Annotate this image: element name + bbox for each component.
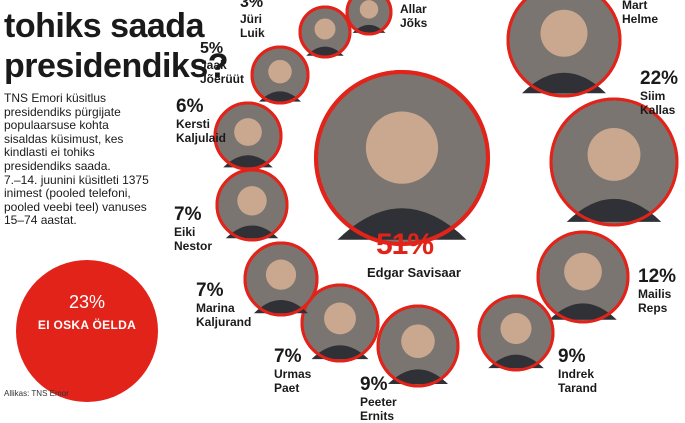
portrait-shoulders: [337, 208, 467, 240]
candidate-bubble-marina-kaljurand: [243, 241, 319, 317]
candidate-ring-edge: [506, 0, 622, 98]
portrait-shoulders: [259, 91, 301, 102]
candidate-label-marina-kaljurand: 7% Marina Kaljurand: [196, 280, 251, 329]
intro-paragraph-2: 7.–14. juunini küsitleti 1375 inimest (p…: [4, 172, 149, 228]
candidate-name: Indrek Tarand: [558, 367, 598, 395]
candidate-ring-edge: [536, 230, 630, 324]
candidate-bubble-mailis-reps: [536, 230, 630, 324]
candidate-name: Allar Jõks: [400, 2, 428, 30]
candidate-bubble-siim-kallas: [549, 97, 679, 227]
portrait-shoulders: [311, 345, 369, 360]
candidate-ring-edge: [549, 97, 679, 227]
portrait-face: [365, 111, 439, 184]
candidate-name: Siim Kallas: [640, 89, 676, 117]
dont-know-label: EI OSKA ÖELDA: [37, 318, 137, 332]
candidate-label-mailis-reps: 12% Mailis Reps: [638, 266, 676, 315]
candidate-ring: [213, 0, 679, 388]
portrait-face: [359, 0, 379, 19]
candidate-label-allar-joks: Allar Jõks: [400, 2, 427, 30]
portrait-shoulders: [522, 72, 606, 94]
candidate-name: Jüri Luik: [240, 12, 265, 40]
source-credit: Allikas: TNS Emor: [4, 389, 69, 398]
candidate-label-peeter-ernits: 9% Peeter Ernits: [360, 374, 397, 423]
portrait-face: [237, 186, 267, 216]
candidate-ring-edge: [345, 0, 393, 36]
headline-line-1: tohiks saada: [4, 7, 204, 45]
candidate-name: Peeter Ernits: [360, 395, 397, 423]
candidate-ring-edge: [477, 294, 555, 372]
candidate-bubble-allar-joks: [345, 0, 393, 36]
portrait-face: [265, 259, 297, 290]
candidate-bubble-kersti-kaljulaid: [213, 101, 283, 171]
candidate-bubble-jaak-joeruut: [250, 45, 310, 105]
portrait-shoulders: [388, 369, 448, 384]
portrait-shoulders: [488, 354, 544, 369]
candidate-bubble-peeter-ernits: [376, 304, 460, 388]
candidate-ring-edge: [298, 5, 352, 59]
candidate-bubble-juri-luik: [298, 5, 352, 59]
headline-line-2: presidendiks?: [4, 47, 229, 85]
portrait-face: [268, 59, 292, 84]
candidate-ring-edge: [376, 304, 460, 388]
portrait-face: [314, 18, 336, 40]
intro-text: TNS Emori küsitlus presidendiks pürgijat…: [4, 91, 154, 228]
candidate-name: Mart Helme: [622, 0, 659, 26]
portrait-face: [234, 118, 262, 146]
candidate-label-mart-helme: Mart Helme: [622, 0, 658, 26]
candidate-name: Kersti Kaljulaid: [176, 117, 227, 145]
candidate-percent: 5%: [200, 40, 224, 57]
candidate-ring-edge: [314, 70, 490, 246]
candidate-percent: 6%: [176, 96, 204, 117]
candidate-percent: 9%: [360, 374, 388, 395]
intro-paragraph-1: TNS Emori küsitlus presidendiks pürgijat…: [4, 91, 124, 173]
portrait-shoulders: [549, 303, 617, 320]
portrait-shoulders: [566, 198, 662, 222]
portrait-shoulders: [223, 155, 273, 168]
candidate-percent: 12%: [638, 266, 677, 287]
candidate-name: Urmas Paet: [274, 367, 312, 395]
candidate-bubble-urmas-paet: [300, 283, 380, 363]
candidate-label-juri-luik: 3% Jüri Luik: [240, 0, 265, 40]
center-candidate-name: Edgar Savisaar: [367, 265, 461, 280]
portrait-shoulders: [254, 300, 308, 314]
portrait-face: [564, 252, 602, 291]
candidate-label-indrek-tarand: 9% Indrek Tarand: [558, 346, 597, 395]
candidate-percent: 9%: [558, 346, 586, 367]
candidate-label-urmas-paet: 7% Urmas Paet: [274, 346, 311, 395]
center-candidate-percent: 51%: [376, 228, 434, 261]
candidate-name: Jaak Jõerüüt: [200, 58, 245, 86]
candidate-percent: 3%: [240, 0, 264, 11]
candidate-bubble-indrek-tarand: [477, 294, 555, 372]
candidate-percent: 7%: [274, 346, 302, 367]
portrait-face: [540, 9, 588, 57]
portrait-shoulders: [306, 46, 344, 56]
candidate-bubble-edgar-savisaar: [314, 70, 490, 246]
dont-know-percent: 23%: [68, 292, 106, 312]
candidate-label-siim-kallas: 22% Siim Kallas: [640, 68, 678, 117]
candidate-bubble-eiki-nestor: [215, 168, 289, 242]
candidate-name: Mailis Reps: [638, 287, 672, 315]
candidate-ring-edge: [300, 283, 380, 363]
candidate-name: Marina Kaljurand: [196, 301, 252, 329]
candidate-percent: 7%: [174, 204, 202, 225]
candidate-ring-edge: [243, 241, 319, 317]
candidate-label-jaak-joeruut: 5% Jaak Jõerüüt: [200, 40, 244, 86]
candidate-label-eiki-nestor: 7% Eiki Nestor: [174, 204, 212, 253]
portrait-face: [324, 302, 356, 335]
portrait-face: [401, 324, 435, 359]
candidate-ring-edge: [250, 45, 310, 105]
portrait-face: [587, 127, 641, 181]
candidate-percent: 7%: [196, 280, 224, 301]
candidate-percent: 22%: [640, 68, 679, 89]
headline: tohiks saada presidendiks?: [4, 6, 229, 86]
dont-know-circle: 23% EI OSKA ÖELDA: [16, 260, 158, 402]
candidate-ring-edge: [213, 101, 283, 171]
candidate-name: Eiki Nestor: [174, 225, 213, 253]
candidate-bubble-mart-helme: [506, 0, 622, 98]
candidate-label-kersti-kaljulaid: 6% Kersti Kaljulaid: [176, 96, 226, 145]
portrait-face: [500, 313, 532, 345]
portrait-shoulders: [225, 225, 279, 239]
